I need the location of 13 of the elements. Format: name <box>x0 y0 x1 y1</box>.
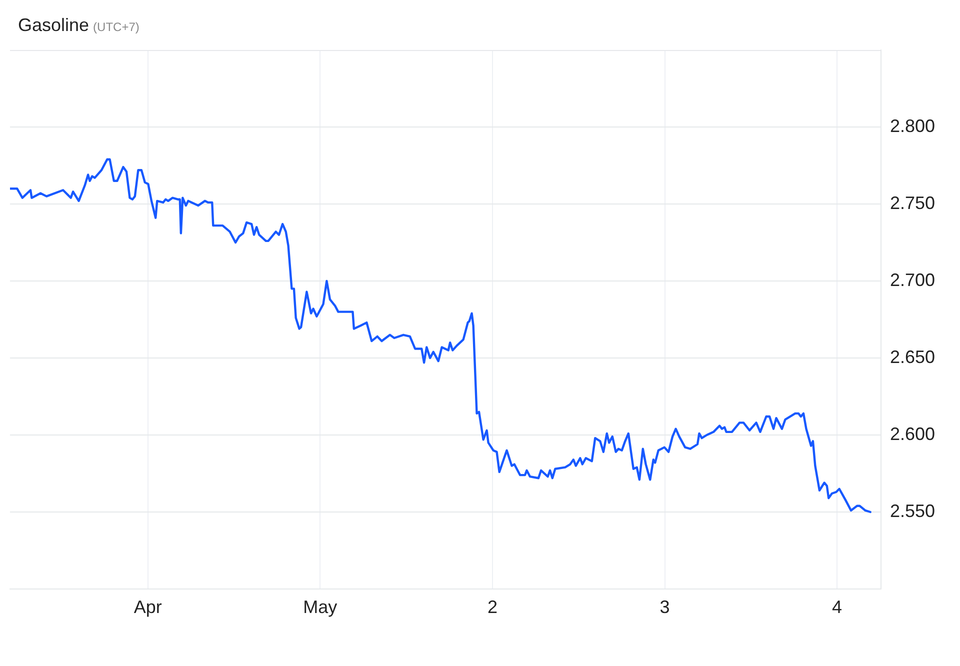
y-tick-label: 2.800 <box>890 116 936 136</box>
y-tick-label: 2.550 <box>890 500 936 521</box>
y-tick-label: 2.750 <box>890 192 936 213</box>
x-tick-label: May <box>303 596 338 617</box>
x-tick-label: 3 <box>660 596 670 617</box>
y-tick-label: 2.700 <box>890 270 936 290</box>
y-tick-label: 2.600 <box>890 424 936 444</box>
x-tick-label: 2 <box>487 596 498 617</box>
chart-subtitle: (UTC+7) <box>93 20 140 34</box>
x-tick-label: 4 <box>832 596 842 617</box>
y-tick-label: 2.650 <box>890 346 936 367</box>
chart-title: Gasoline <box>18 15 90 35</box>
x-tick-label: Apr <box>134 596 162 617</box>
